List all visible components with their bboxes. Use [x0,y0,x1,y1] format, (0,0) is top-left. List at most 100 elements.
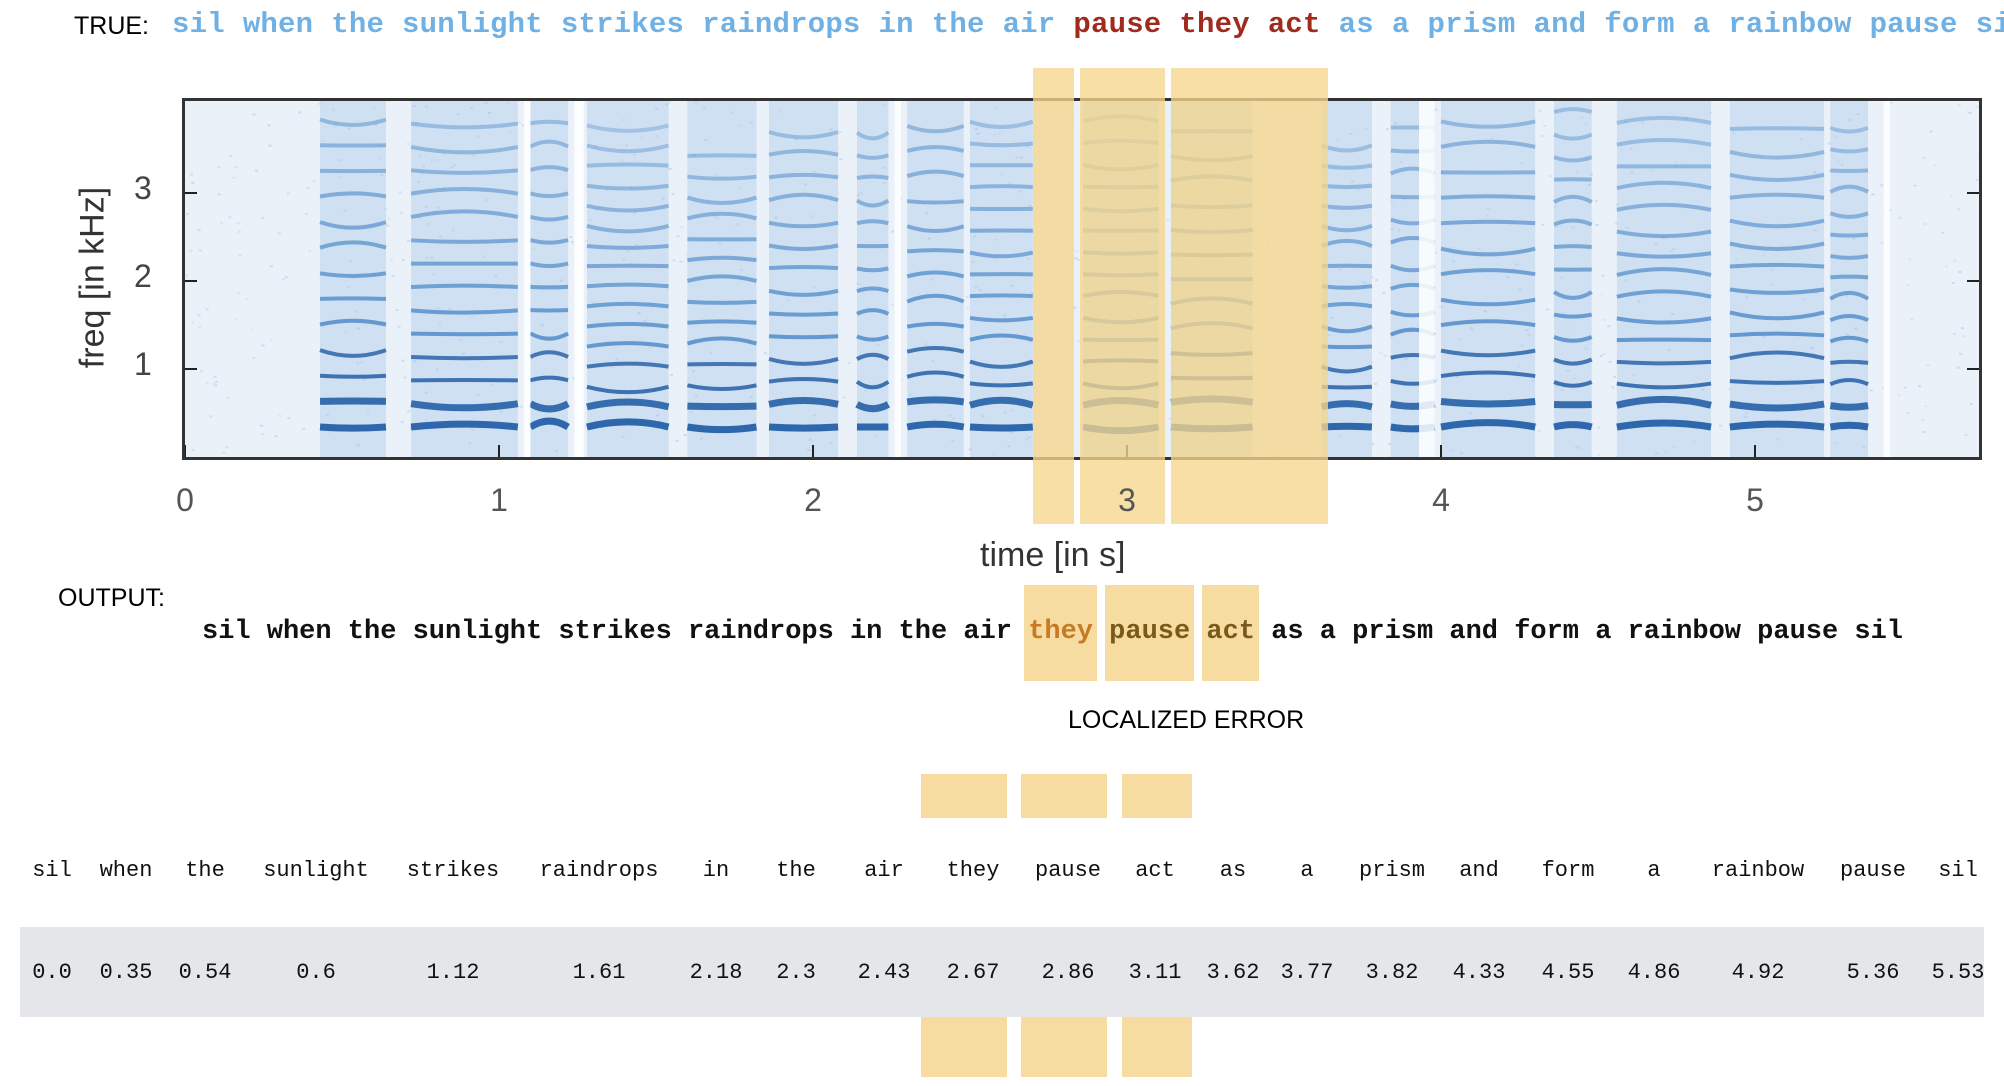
y-axis-label: freq [in kHz] [73,186,112,369]
table-word-cell: strikes [406,858,500,883]
table-word-cell: in [702,858,730,883]
true-word: the [931,8,985,41]
true-word: raindrops [702,8,861,41]
table-word-cell: sil [1938,858,1978,883]
x-tick-label: 1 [490,482,508,518]
table-word-cell: pause [1034,858,1102,883]
table-word-cell: they [946,858,1000,883]
output-word: a [1319,617,1336,647]
table-time-cell: 1.61 [572,960,626,985]
true-word: sunlight [402,8,543,41]
output-word: strikes [558,617,672,647]
error-marker-act-bottom [1122,1017,1192,1077]
table-word-cell: act [1135,858,1175,883]
true-word: sil [172,8,225,41]
table-word-cell: a [1300,858,1314,883]
output-error-highlight [1024,585,1097,681]
localized-error-label: LOCALIZED ERROR [1068,706,1305,734]
table-time-cell: 2.67 [946,960,1000,985]
true-word: pause [1073,8,1162,41]
output-word: in [849,617,883,647]
table-time-cell: 0.54 [178,960,232,985]
table-time-cell: 4.33 [1452,960,1506,985]
table-time-cell: 4.86 [1627,960,1681,985]
error-marker-they-top [921,774,1007,818]
table-word-cell: when [99,858,153,883]
output-word: the [898,617,948,647]
table-word-cell: form [1541,858,1595,883]
alignment-table-time-row [20,927,1984,1017]
true-word: strikes [560,8,685,41]
true-transcript: sil when the sunlight strikes raindrops in the a… [172,8,2004,41]
table-word-cell: air [864,858,904,883]
table-time-cell: 4.92 [1731,960,1785,985]
true-label: TRUE: [74,12,149,40]
output-word: the [347,617,397,647]
table-word-cell: raindrops [539,858,659,883]
table-word-cell: prism [1358,858,1426,883]
true-word: a [1391,8,1410,41]
spectrogram-highlight [1079,68,1165,524]
table-word-cell: rainbow [1711,858,1805,883]
true-word: when [242,8,314,41]
output-word: as [1271,617,1304,647]
table-time-cell: 2.86 [1041,960,1095,985]
true-word: pause [1869,8,1958,41]
true-word: and [1533,8,1587,41]
table-time-cell: 3.62 [1206,960,1260,985]
output-word: prism [1352,617,1434,647]
output-error-highlight [1202,585,1259,681]
x-tick-label: 0 [176,482,194,518]
spectrogram-highlight [1170,68,1328,524]
true-word: form [1604,8,1675,41]
output-word: sil [201,617,251,647]
output-transcript: sil when the sunlight strikes raindrops in the a… [0,617,2004,657]
output-word: and [1449,617,1498,647]
output-label: OUTPUT: [58,584,165,612]
output-word: form [1514,617,1579,647]
table-time-cell: 0.6 [296,960,336,985]
output-word: sunlight [412,617,543,647]
table-time-cell: 5.36 [1846,960,1900,985]
x-tick-label: 3 [1118,482,1136,518]
table-time-cell: 2.43 [857,960,911,985]
true-word: they [1179,8,1250,41]
table-time-cell: 0.0 [32,960,72,985]
table-word-cell: pause [1839,858,1907,883]
output-error-highlight [1105,585,1195,681]
error-marker-they-bottom [921,1017,1007,1077]
x-tick-label: 5 [1746,482,1764,518]
alignment-table-words: sil when the sunlight strikes raindrops in the a… [0,858,2004,898]
error-marker-pause-bottom [1021,1017,1107,1077]
true-word: sil [1975,8,2004,41]
spectrogram-highlight [1032,68,1074,524]
table-word-cell: the [185,858,225,883]
table-time-cell: 2.3 [776,960,816,985]
x-tick-label: 2 [804,482,822,518]
table-time-cell: 3.11 [1128,960,1182,985]
table-time-cell: 3.77 [1280,960,1334,985]
table-time-cell: 1.12 [426,960,480,985]
y-tick-label: 3 [134,170,152,206]
true-word: as [1338,8,1374,41]
table-word-cell: a [1647,858,1661,883]
table-time-cell: 0.35 [99,960,153,985]
table-word-cell: as [1219,858,1247,883]
error-marker-act-top [1122,774,1192,818]
output-word: pause [1757,617,1839,647]
x-axis-label: time [in s] [980,536,1126,574]
table-time-cell: 2.18 [689,960,743,985]
output-word: raindrops [687,617,834,647]
true-word: act [1267,8,1321,41]
output-word: pause [1109,617,1191,647]
output-word: a [1595,617,1612,647]
table-time-cell: 5.53 [1931,960,1985,985]
true-word: a [1692,8,1711,41]
true-word: air [1002,8,1056,41]
output-word: when [266,617,332,647]
true-word: in [878,8,914,41]
true-word: rainbow [1728,8,1852,41]
y-tick-label: 2 [134,258,152,294]
table-word-cell: sil [32,858,72,883]
output-word: rainbow [1627,617,1742,647]
